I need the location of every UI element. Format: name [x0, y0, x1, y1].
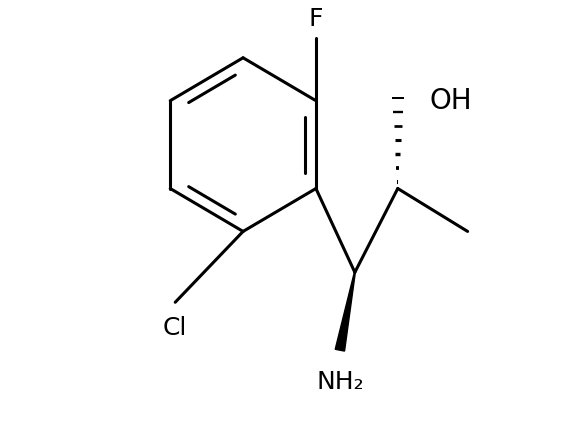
Polygon shape: [335, 272, 355, 351]
Text: NH₂: NH₂: [316, 370, 364, 394]
Text: F: F: [309, 7, 323, 31]
Text: OH: OH: [430, 87, 472, 115]
Text: Cl: Cl: [163, 316, 187, 340]
